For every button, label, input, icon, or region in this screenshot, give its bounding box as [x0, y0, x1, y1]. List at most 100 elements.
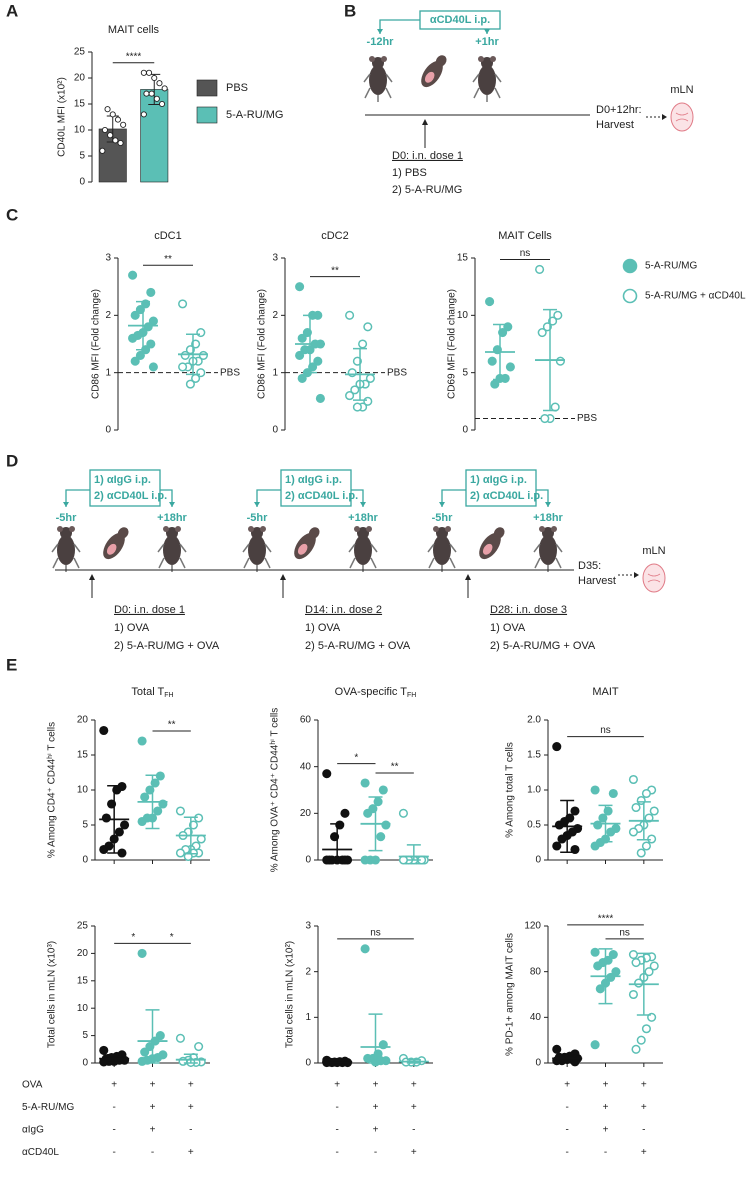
y-tick-label: 10 [457, 310, 469, 321]
y-tick-label: 0 [79, 177, 85, 188]
y-axis-label: Total cells in mLN (x10²) [285, 941, 296, 1048]
data-point [180, 350, 190, 361]
y-tick-label: 0 [82, 1058, 88, 1069]
data-point [295, 282, 305, 292]
data-point [101, 126, 108, 134]
treatment-cell: - [642, 1125, 645, 1136]
treatment-cell: + [150, 1102, 156, 1113]
mouse-head [60, 527, 72, 539]
data-point [128, 270, 138, 280]
data-point [112, 137, 119, 144]
data-point [398, 808, 408, 818]
treatment-cell: - [604, 1147, 607, 1158]
mouse-legs [242, 543, 272, 572]
dose-label: D0: i.n. dose 1 [392, 150, 463, 162]
data-point [649, 961, 659, 971]
data-point [196, 327, 206, 338]
panel-label: B [344, 1, 356, 20]
data-point [148, 362, 158, 372]
y-tick-label: 20 [77, 715, 89, 726]
data-point [153, 806, 163, 816]
mouse-belly [106, 543, 117, 555]
lymph-node-icon [670, 102, 694, 132]
significance-label: * [354, 752, 358, 763]
legend-label: 5-A-RU/MG [645, 261, 697, 272]
data-point [593, 820, 603, 830]
treatment-cell: + [373, 1080, 379, 1091]
mouse-head [435, 55, 447, 67]
data-point [490, 379, 500, 389]
injection-label: αCD40L i.p. [430, 14, 490, 26]
significance-label: * [170, 932, 174, 943]
y-tick-label: 0 [535, 855, 541, 866]
data-point [378, 785, 388, 795]
mouse-legs [427, 543, 457, 572]
data-point [363, 396, 373, 406]
mouse-icon [363, 56, 393, 102]
treatment-cell: - [374, 1147, 377, 1158]
y-tick-label: 5 [462, 367, 468, 378]
chart-title-text: Total T [131, 686, 164, 698]
data-point [634, 978, 644, 988]
data-point [360, 778, 370, 788]
data-point [340, 808, 350, 818]
chart-title-text: MAIT Cells [498, 230, 552, 242]
data-point [628, 949, 638, 960]
mouse-head [251, 527, 263, 539]
arrow-head [89, 574, 95, 580]
mouse-belly [297, 543, 308, 555]
reference-label: PBS [387, 367, 407, 378]
injection-box [280, 469, 352, 507]
chart-title-subscript: FH [164, 692, 173, 699]
data-point [137, 816, 147, 827]
mouse-legs [472, 73, 502, 102]
y-tick-label: 1.5 [527, 750, 541, 761]
y-tick-label: 15 [77, 750, 89, 761]
y-tick-label: 2.0 [527, 715, 541, 726]
data-point [606, 827, 616, 837]
significance-label: **** [598, 913, 614, 924]
data-point [345, 310, 355, 320]
data-point [322, 769, 332, 779]
data-point [313, 356, 323, 366]
data-point [101, 813, 111, 823]
data-point [552, 1044, 562, 1054]
y-tick-label: 3 [105, 253, 111, 264]
data-point [636, 848, 646, 858]
y-tick-label: 3 [272, 253, 278, 264]
treatment-cell: + [150, 1125, 156, 1136]
data-point [158, 100, 166, 108]
mouse-ear [381, 56, 387, 62]
data-point [363, 808, 373, 818]
data-point [570, 806, 580, 816]
data-point [537, 327, 547, 338]
y-tick-label: 40 [530, 1012, 542, 1023]
data-point [485, 297, 495, 307]
y-axis-label: CD40L MFI (x10²) [57, 77, 68, 157]
time-label: -12hr [367, 36, 395, 48]
data-point [194, 1042, 204, 1052]
mouse-ear [248, 526, 254, 532]
treatment-cell: - [335, 1125, 338, 1136]
data-point [130, 310, 140, 320]
error-bar [145, 1009, 160, 1064]
treatment-cell: + [334, 1080, 340, 1091]
data-point [107, 132, 114, 139]
harvest-label: D0+12hr: [596, 104, 642, 116]
mouse-body [354, 535, 372, 565]
mouse-icon [51, 526, 81, 572]
significance-label: ** [391, 762, 399, 773]
mouse-legs [363, 73, 393, 102]
data-point [554, 820, 564, 830]
significance-label: ns [600, 725, 611, 736]
data-point [297, 333, 307, 343]
data-point [297, 373, 307, 383]
data-point [363, 322, 373, 332]
data-point [140, 111, 147, 118]
lymph-node-vessels [675, 112, 689, 122]
node-label: mLN [642, 545, 665, 557]
panel-label: C [6, 205, 18, 224]
data-point [553, 310, 563, 320]
y-tick-label: 20 [300, 808, 312, 819]
dose-label: D0: i.n. dose 1 [114, 604, 185, 616]
